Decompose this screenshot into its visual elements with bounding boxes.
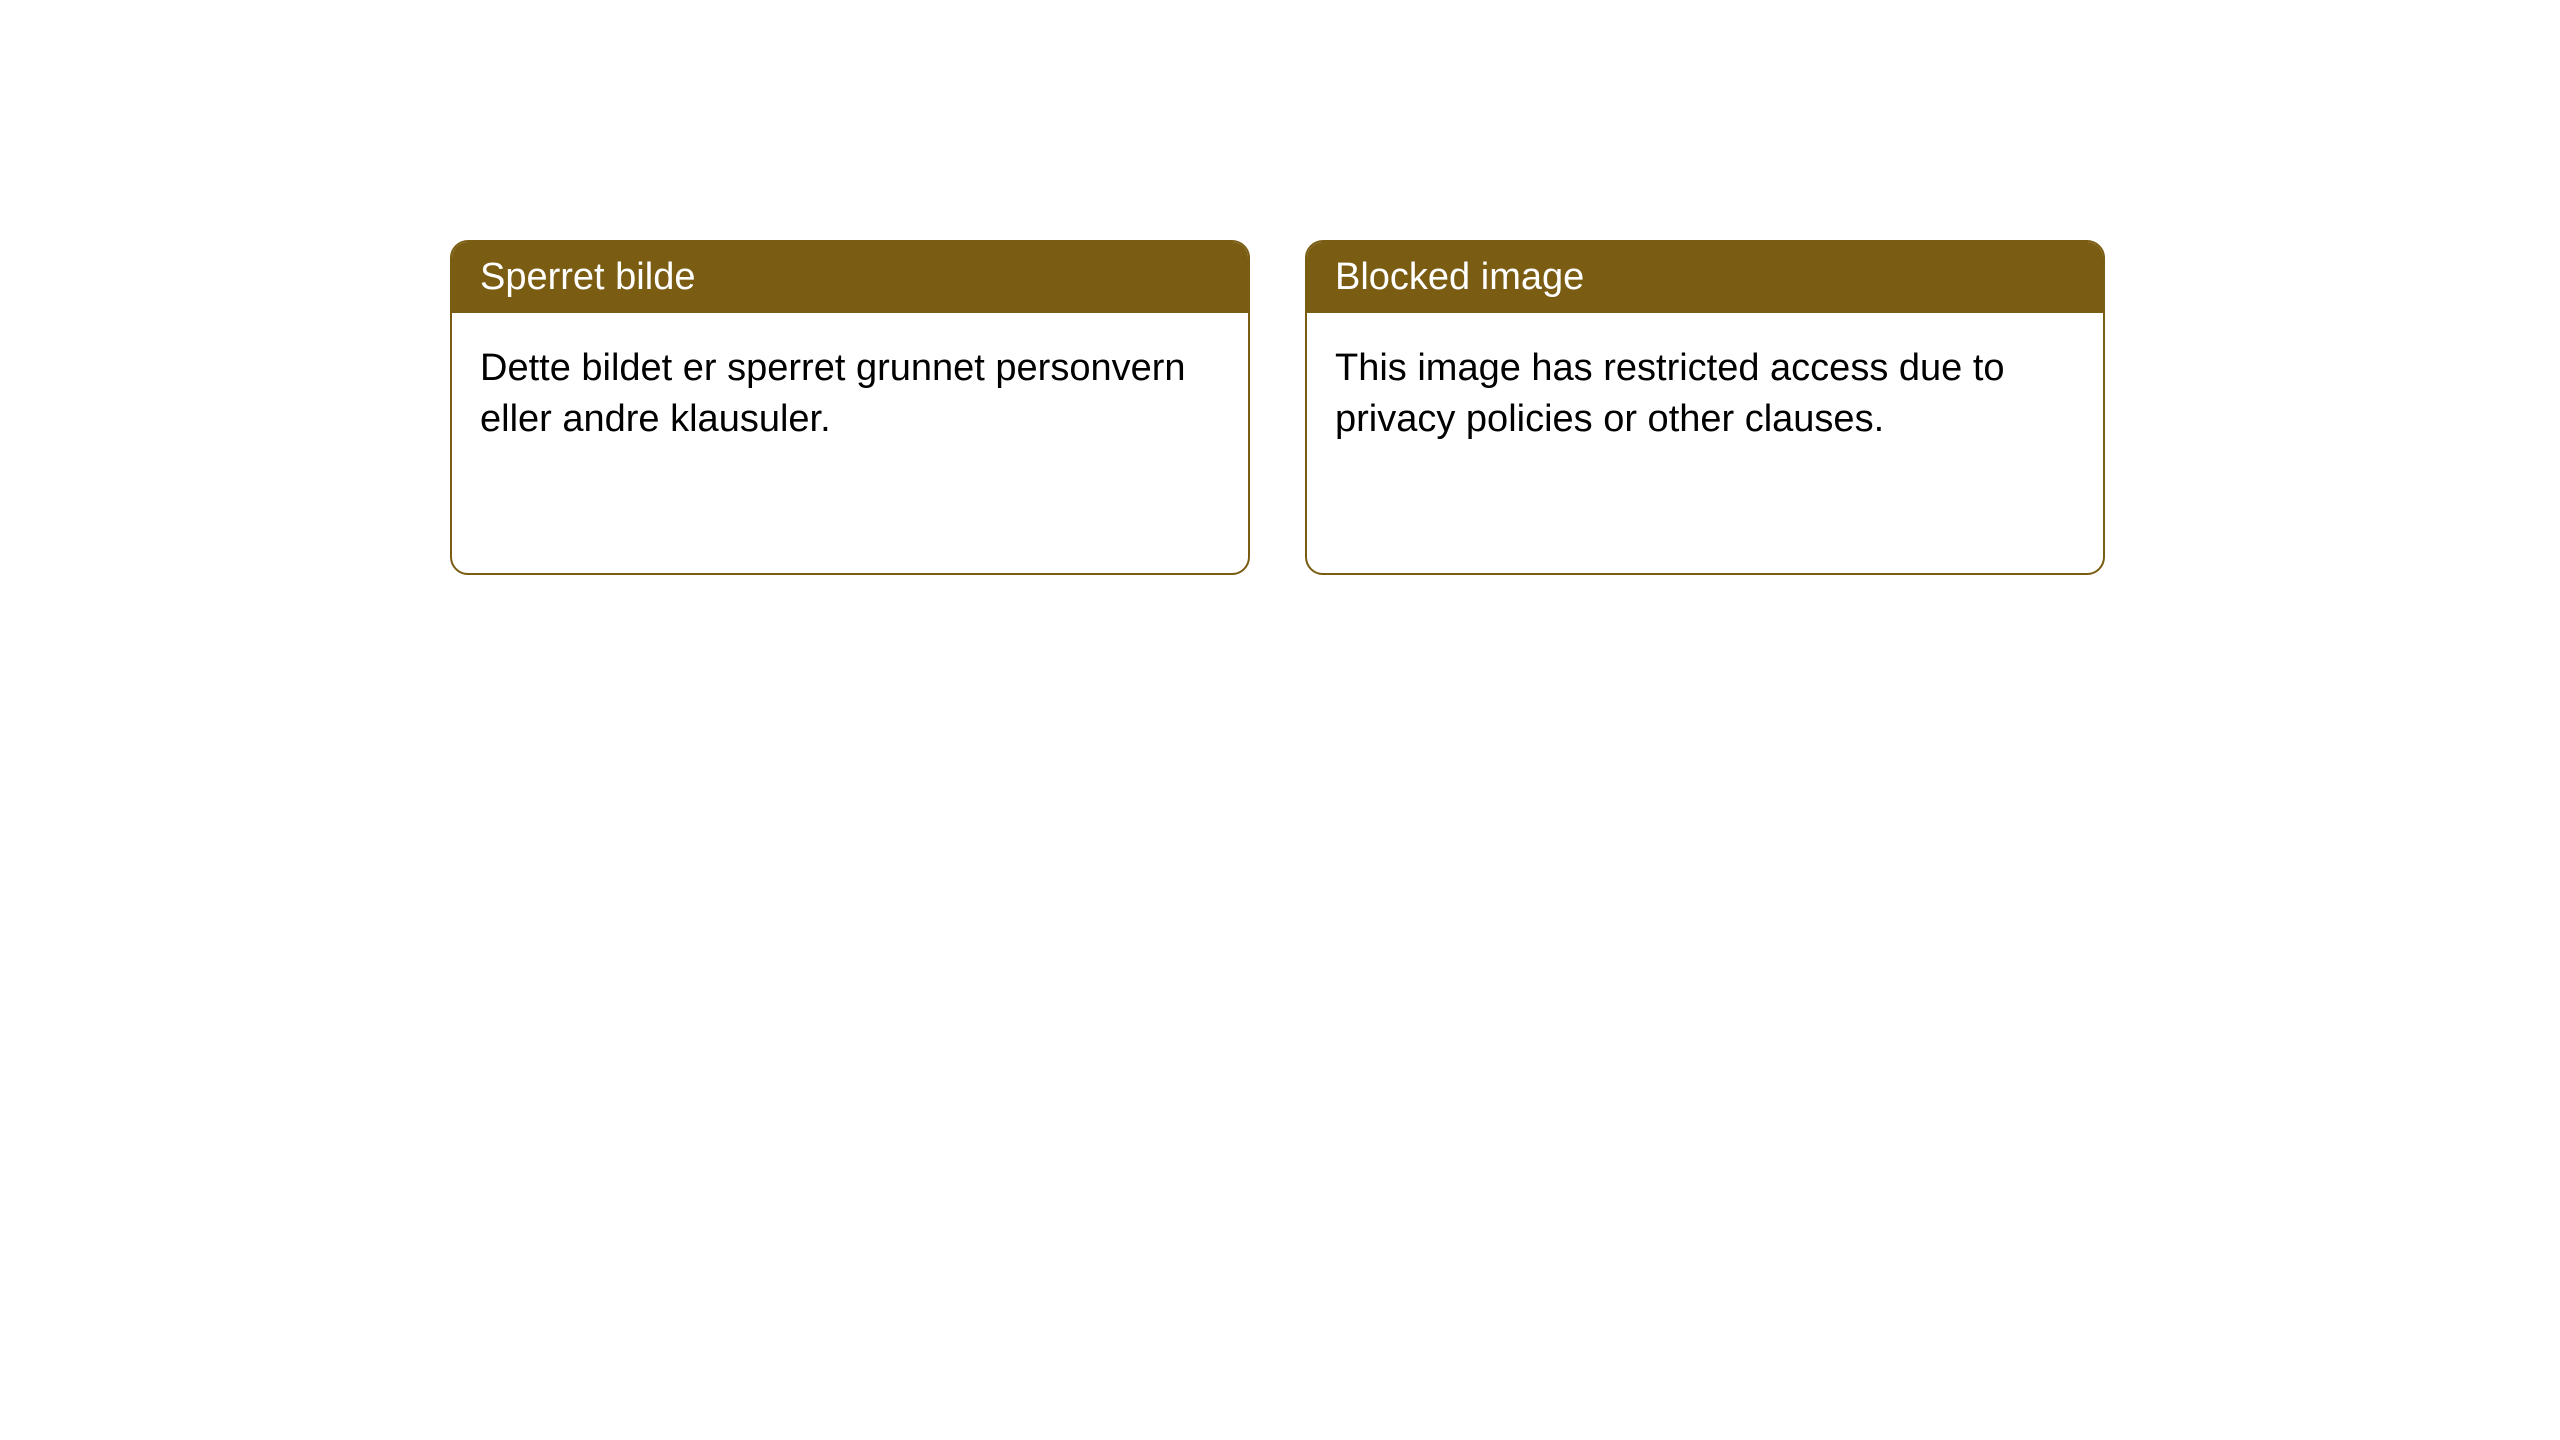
cards-container: Sperret bilde Dette bildet er sperret gr… — [0, 0, 2560, 575]
card-title: Blocked image — [1335, 256, 1584, 298]
blocked-image-card-english: Blocked image This image has restricted … — [1305, 240, 2105, 575]
blocked-image-card-norwegian: Sperret bilde Dette bildet er sperret gr… — [450, 240, 1250, 575]
card-header: Blocked image — [1307, 242, 2103, 313]
card-body-text: This image has restricted access due to … — [1335, 347, 2005, 440]
card-body: Dette bildet er sperret grunnet personve… — [452, 313, 1248, 476]
card-body: This image has restricted access due to … — [1307, 313, 2103, 476]
card-header: Sperret bilde — [452, 242, 1248, 313]
card-title: Sperret bilde — [480, 256, 695, 298]
card-body-text: Dette bildet er sperret grunnet personve… — [480, 347, 1186, 440]
